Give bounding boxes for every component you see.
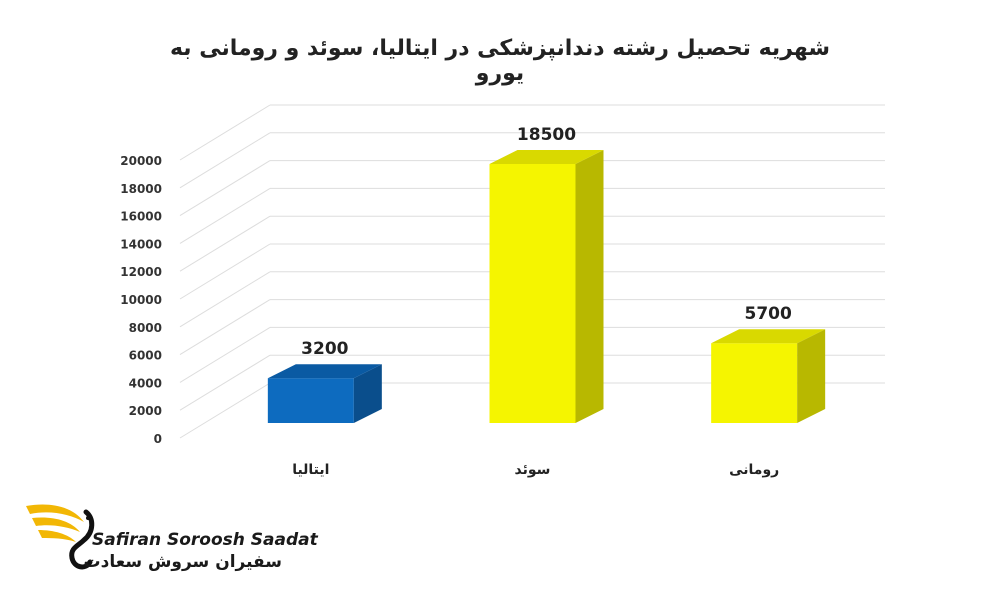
bar-front — [711, 343, 798, 423]
gridline-slant — [179, 299, 271, 356]
y-axis: 0 2000 4000 6000 8000 10000 12000 14000 16000 180… — [120, 154, 162, 446]
y-tick-label: 20000 — [120, 154, 162, 168]
gridline-slant — [179, 382, 271, 439]
y-tick-label: 18000 — [120, 182, 162, 196]
y-tick-label: 16000 — [120, 210, 162, 224]
chart-title: شهریه تحصیل رشته دندانپزشکی در ایتالیا، … — [169, 36, 831, 86]
gridline-slant — [179, 271, 271, 328]
data-label: 18500 — [517, 125, 576, 145]
x-tick-label: ایتالیا — [292, 462, 329, 478]
bar-side — [353, 364, 382, 423]
bar — [267, 364, 382, 423]
logo-text-en: Safiran Soroosh Saadat — [92, 530, 318, 550]
data-labels: 3200 18500 5700 — [301, 125, 792, 359]
bar-top — [711, 329, 826, 344]
y-tick-label: 4000 — [129, 376, 162, 390]
x-tick-label: سوئد — [515, 462, 551, 478]
y-tick-label: 12000 — [120, 265, 162, 279]
bird-logo-icon — [26, 504, 95, 570]
data-label: 3200 — [301, 339, 348, 359]
x-axis: ایتالیا سوئد رومانی — [292, 462, 779, 478]
bar-top — [489, 150, 604, 164]
gridline-slant — [179, 104, 271, 161]
gridline-slant — [179, 215, 271, 272]
data-label: 5700 — [745, 304, 792, 324]
logo-text-fa: سفیران سروش سعادت — [83, 552, 282, 572]
gridline-slant — [179, 132, 271, 189]
y-tick-label: 8000 — [129, 321, 162, 335]
brand-logo: Safiran Soroosh Saadat سفیران سروش سعادت — [20, 492, 318, 582]
bar-front — [267, 378, 354, 423]
gridline-slant — [179, 326, 271, 383]
bar — [489, 150, 604, 423]
bars — [267, 150, 826, 423]
bar — [711, 329, 826, 423]
gridline-slant — [179, 243, 271, 300]
y-tick-label: 2000 — [129, 404, 162, 418]
gridline-slant — [179, 187, 271, 244]
bar-side — [797, 329, 826, 423]
gridline-slant — [179, 160, 271, 217]
y-tick-label: 10000 — [120, 293, 162, 307]
bar-top — [267, 364, 382, 379]
y-tick-label: 6000 — [129, 349, 162, 363]
bar-front — [489, 164, 576, 423]
y-tick-label: 0 — [154, 432, 162, 446]
gridline-slant — [179, 354, 271, 411]
y-tick-label: 14000 — [120, 237, 162, 251]
bar-side — [575, 150, 604, 423]
x-tick-label: رومانی — [729, 462, 779, 478]
